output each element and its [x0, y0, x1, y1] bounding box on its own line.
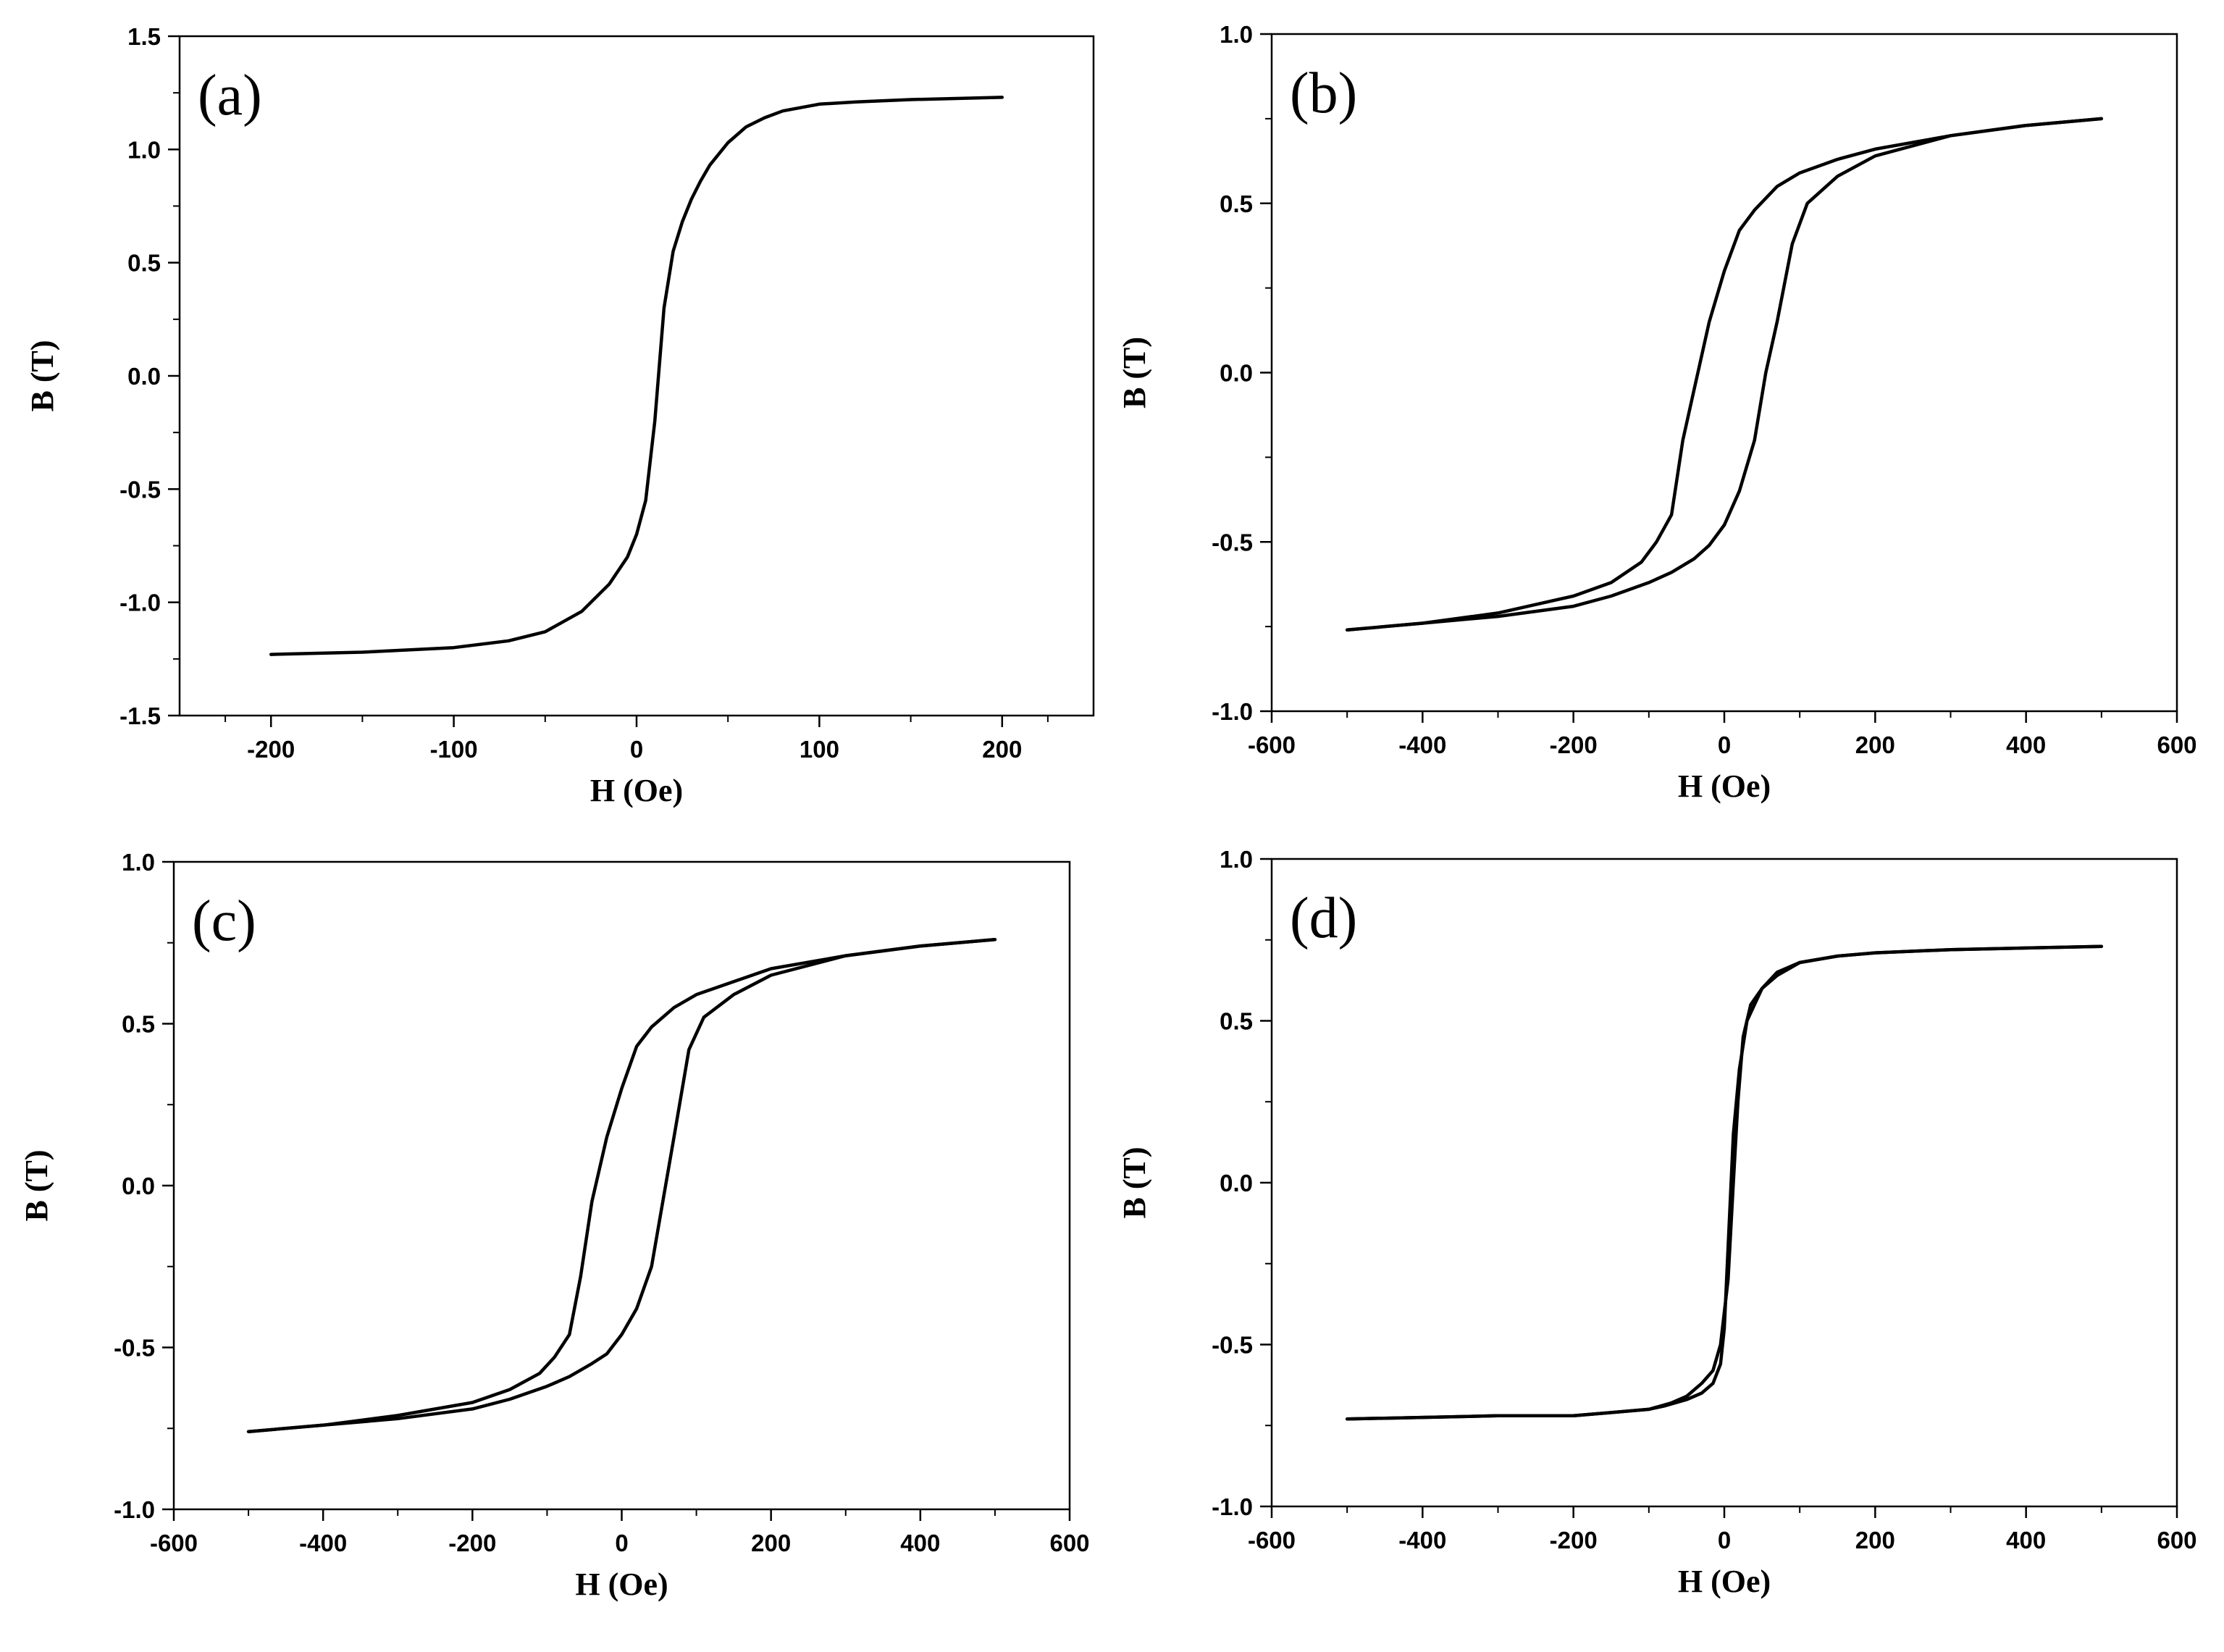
panel-b: -600 -400 -200 0 200 400 600 -1.0 -0.5 0.0 0.5 1.0 H… — [1117, 21, 2197, 804]
panel-label: (d) — [1290, 886, 1357, 950]
x-axis-title: H (Oe) — [590, 773, 683, 808]
x-tick-label: 600 — [2157, 731, 2196, 758]
panel-a: -200 -100 0 100 200 -1.5 -1.0 -0.5 0.0 0.5 1.0 1.5 H… — [25, 23, 1095, 808]
plot-frame — [172, 860, 1071, 1511]
x-tick-label: 200 — [1855, 731, 1895, 758]
y-tick-label: 0.5 — [1220, 190, 1253, 217]
x-tick-label: 600 — [1049, 1530, 1089, 1556]
x-tick-label: -600 — [1248, 1527, 1296, 1554]
plot-frame — [1270, 33, 2178, 713]
plot-frame — [178, 35, 1095, 717]
x-axis-title: H (Oe) — [1678, 768, 1771, 804]
x-axis-title: H (Oe) — [575, 1567, 668, 1602]
series-line-ascending-branch — [246, 938, 997, 1433]
panel-d: -600 -400 -200 0 200 400 600 -1.0 -0.5 0.0 0.5 1.0 H… — [1117, 846, 2197, 1599]
x-tick-label: -200 — [1550, 1527, 1598, 1554]
x-tick-label: -600 — [1248, 731, 1296, 758]
y-tick-label: 0.5 — [127, 250, 161, 277]
y-tick-label: 0.0 — [127, 363, 161, 390]
y-tick-label: -0.5 — [114, 1335, 155, 1362]
y-tick-label: 1.5 — [127, 23, 161, 50]
y-axis-title: B (T) — [25, 340, 60, 412]
x-tick-label: -400 — [1398, 1527, 1446, 1554]
y-tick-label: -1.0 — [114, 1496, 155, 1523]
x-tick-label: 0 — [1718, 1527, 1731, 1554]
x-tick-label: 400 — [2006, 731, 2046, 758]
x-tick-label: 0 — [630, 736, 643, 763]
y-tick-label: 1.0 — [122, 849, 155, 876]
x-axis-title: H (Oe) — [1678, 1564, 1771, 1599]
y-tick-label: -1.0 — [1212, 1493, 1253, 1520]
series-line-descending-branch — [1345, 117, 2104, 632]
y-tick-label: -0.5 — [119, 476, 161, 503]
y-tick-label: -1.0 — [1212, 698, 1253, 725]
series-line-descending-branch — [1345, 944, 2104, 1421]
x-tick-label: 0 — [1718, 731, 1731, 758]
series-line-descending-branch — [246, 938, 997, 1433]
y-tick-label: -0.5 — [1212, 529, 1253, 555]
y-tick-label: -1.5 — [119, 703, 161, 729]
x-tick-label: 200 — [1855, 1527, 1895, 1554]
x-tick-label: -400 — [1398, 731, 1446, 758]
y-tick-label: 0.5 — [122, 1011, 155, 1038]
y-tick-label: 1.0 — [1220, 846, 1253, 873]
x-tick-label: -200 — [247, 736, 295, 763]
y-tick-label: 0.0 — [1220, 1170, 1253, 1196]
x-tick-label: -200 — [448, 1530, 496, 1556]
x-tick-label: 400 — [2006, 1527, 2046, 1554]
x-tick-label: 0 — [615, 1530, 628, 1556]
y-axis-title: B (T) — [1117, 337, 1152, 408]
x-tick-label: -400 — [299, 1530, 347, 1556]
plot-frame — [1270, 858, 2178, 1508]
series-line-ascending-branch — [1345, 117, 2104, 632]
y-tick-label: -1.0 — [119, 590, 161, 616]
series-line-b-h-curve — [269, 96, 1004, 656]
x-tick-label: 400 — [900, 1530, 940, 1556]
x-tick-label: -100 — [430, 736, 478, 763]
x-tick-label: 200 — [982, 736, 1022, 763]
x-tick-label: 100 — [800, 736, 839, 763]
y-axis-title: B (T) — [1117, 1147, 1152, 1219]
y-tick-label: 0.0 — [122, 1173, 155, 1199]
x-tick-label: -600 — [150, 1530, 198, 1556]
series-line-ascending-branch — [1345, 944, 2104, 1421]
y-tick-label: 1.0 — [127, 136, 161, 163]
x-tick-label: -200 — [1550, 731, 1598, 758]
y-tick-label: 1.0 — [1220, 21, 1253, 48]
panel-label: (b) — [1290, 62, 1357, 125]
panel-label: (a) — [198, 64, 262, 127]
x-tick-label: 600 — [2157, 1527, 2196, 1554]
panel-label: (c) — [192, 889, 256, 953]
y-tick-label: 0.0 — [1220, 360, 1253, 387]
x-tick-label: 200 — [751, 1530, 791, 1556]
y-tick-label: -0.5 — [1212, 1332, 1253, 1359]
panel-c: -600 -400 -200 0 200 400 600 -1.0 -0.5 0.0 0.5 1.0 H… — [19, 849, 1090, 1602]
y-axis-title: B (T) — [19, 1150, 54, 1222]
y-tick-label: 0.5 — [1220, 1008, 1253, 1035]
